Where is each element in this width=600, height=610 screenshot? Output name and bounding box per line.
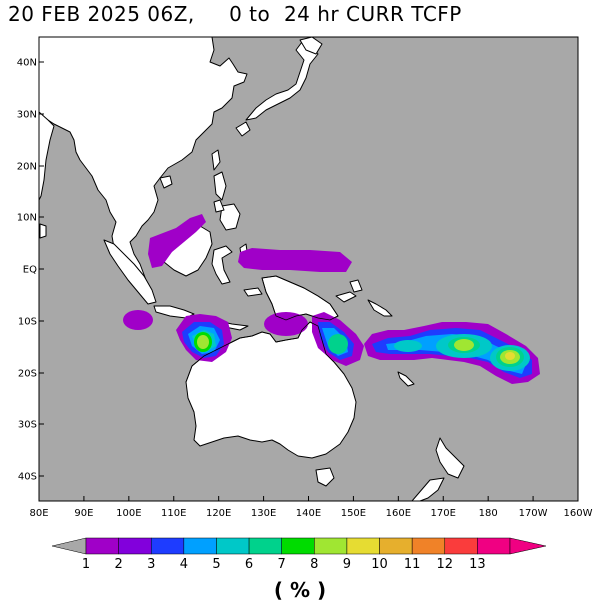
- colorbar-high-arrow: [509, 537, 547, 555]
- mindanao-island: [219, 203, 241, 231]
- lon-label: 80E: [29, 508, 48, 519]
- lat-label: 10S: [18, 317, 37, 328]
- colorbar-swatch: [411, 537, 446, 555]
- visayas-islands: [213, 199, 225, 213]
- prob-area-south-china-sea: [148, 214, 206, 268]
- colorbar-swatch: [118, 537, 152, 555]
- map-title: 20 FEB 2025 06Z, 0 to 24 hr CURR TCFP: [8, 2, 462, 26]
- colorbar-swatch: [477, 537, 511, 555]
- lon-label: 140E: [296, 508, 321, 519]
- colorbar: 1 2 3 4 5 6 7 8 9 10 11 12 13: [51, 537, 547, 572]
- colorbar-swatch: [379, 537, 413, 555]
- colorbar-swatch: [183, 537, 217, 555]
- colorbar-label: 13: [469, 557, 486, 572]
- taiwan-island: [211, 149, 221, 171]
- prob-area-indian-ocean: [123, 310, 153, 330]
- lon-label: 100E: [116, 508, 141, 519]
- colorbar-label: 3: [147, 557, 155, 572]
- lon-label: 160W: [564, 508, 593, 519]
- lon-label: 110E: [161, 508, 186, 519]
- colorbar-label: 11: [404, 557, 421, 572]
- colorbar-label: 10: [371, 557, 388, 572]
- luzon-island: [213, 171, 227, 201]
- lon-label: 180: [479, 508, 498, 519]
- lat-label: 10N: [17, 213, 37, 224]
- lat-label: 40S: [18, 472, 37, 483]
- colorbar-label: 2: [114, 557, 122, 572]
- sulawesi-island: [211, 245, 233, 285]
- colorbar-unit: ( % ): [273, 578, 327, 602]
- lon-label: 170E: [431, 508, 456, 519]
- sri-lanka: [39, 223, 47, 239]
- tasmania-island: [315, 467, 335, 487]
- colorbar-label: 9: [343, 557, 351, 572]
- prob-area-fiji-core: [454, 339, 474, 351]
- lat-label: 20S: [18, 369, 37, 380]
- colorbar-label: 7: [278, 557, 286, 572]
- lat-label: 40N: [17, 58, 37, 69]
- new-zealand-south-island: [411, 477, 445, 501]
- lon-label: 150E: [341, 508, 366, 519]
- lon-label: 90E: [74, 508, 93, 519]
- sumatra-island: [103, 239, 157, 305]
- prob-area-north-equatorial: [238, 248, 352, 272]
- seram-island: [243, 287, 263, 297]
- colorbar-label: 4: [180, 557, 188, 572]
- colorbar-label: 6: [245, 557, 253, 572]
- asia-landmass: [39, 37, 248, 283]
- colorbar-label: 5: [212, 557, 220, 572]
- hainan-island: [159, 175, 173, 189]
- probability-shading: [123, 214, 540, 384]
- colorbar-label: 1: [82, 557, 90, 572]
- colorbar-swatch: [346, 537, 380, 555]
- colorbar-swatch: [248, 537, 282, 555]
- longitude-axis: 80E 90E 100E 110E 120E 130E 140E 150E 160E 170E 18…: [29, 496, 593, 519]
- new-caledonia-island: [397, 371, 415, 387]
- prob-area-arafura: [264, 312, 308, 336]
- colorbar-label: 8: [310, 557, 318, 572]
- new-ireland-island: [349, 279, 363, 293]
- lat-label: 20N: [17, 162, 37, 173]
- colorbar-label: 12: [436, 557, 453, 572]
- colorbar-swatch: [314, 537, 348, 555]
- lon-label: 170W: [519, 508, 548, 519]
- colorbar-swatch: [281, 537, 315, 555]
- prob-area-tonga-max: [505, 352, 515, 360]
- colorbar-swatch: [85, 537, 119, 555]
- lon-label: 120E: [206, 508, 231, 519]
- new-zealand-north-island: [435, 437, 465, 479]
- prob-area-timor-core: [197, 335, 209, 349]
- lat-label: EQ: [23, 265, 37, 276]
- colorbar-low-arrow: [51, 537, 87, 555]
- new-britain-island: [335, 291, 357, 303]
- prob-area-solomon-teal: [394, 340, 422, 352]
- india-landmass: [39, 111, 55, 201]
- colorbar-swatch: [444, 537, 478, 555]
- lon-label: 130E: [251, 508, 276, 519]
- kyushu-island: [235, 121, 251, 137]
- colorbar-swatch: [216, 537, 250, 555]
- lat-label: 30N: [17, 110, 37, 121]
- lat-label: 30S: [18, 420, 37, 431]
- latitude-axis: 40N 30N 20N 10N EQ 10S 20S 30S 40S: [17, 58, 44, 483]
- prob-area-coral-teal: [328, 334, 348, 354]
- solomon-islands: [367, 299, 393, 317]
- lon-label: 160E: [386, 508, 411, 519]
- colorbar-swatch: [150, 537, 185, 555]
